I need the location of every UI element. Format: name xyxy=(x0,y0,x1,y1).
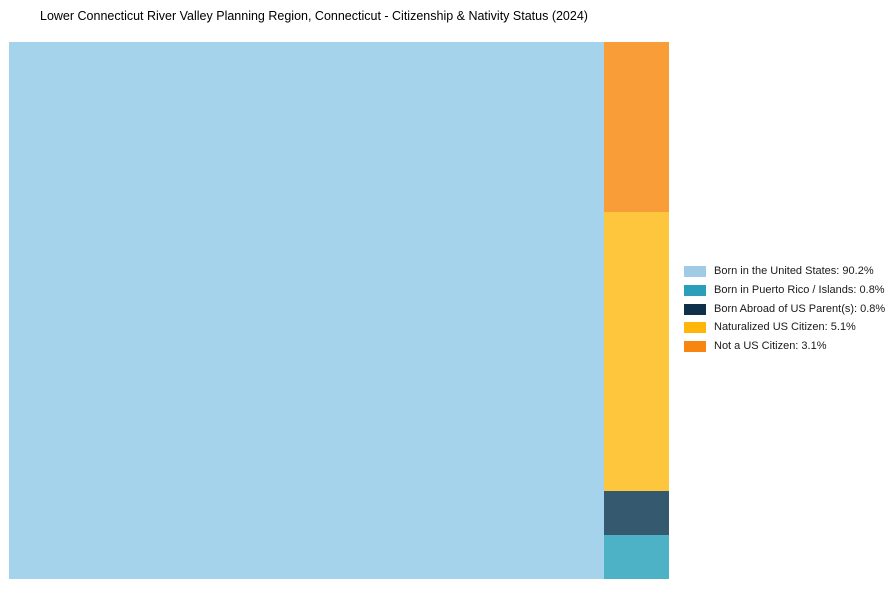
legend-swatch-born-in-puerto-rico-islands xyxy=(684,284,706,296)
legend-label-naturalized-us-citizen: Naturalized US Citizen: 5.1% xyxy=(714,321,856,334)
legend-label-born-abroad-of-us-parents: Born Abroad of US Parent(s): 0.8% xyxy=(714,302,886,315)
legend-label-not-a-us-citizen: Not a US Citizen: 3.1% xyxy=(714,340,827,353)
legend-item-not-a-us-citizen: Not a US Citizen: 3.1% xyxy=(684,339,885,354)
legend-swatch-born-abroad-of-us-parents xyxy=(684,303,706,315)
legend-label-born-in-puerto-rico-islands: Born in Puerto Rico / Islands: 0.8% xyxy=(714,283,885,296)
legend-swatch-naturalized-us-citizen xyxy=(684,322,706,334)
legend-swatch-born-in-the-united-states xyxy=(684,266,706,277)
legend-label-born-in-the-united-states: Born in the United States: 90.2% xyxy=(714,265,874,277)
treemap-right-column xyxy=(604,42,669,579)
treemap-segment-naturalized-us-citizen xyxy=(604,211,669,492)
treemap-segment-born-abroad-of-us-parents xyxy=(604,491,669,536)
legend-item-born-in-puerto-rico-islands: Born in Puerto Rico / Islands: 0.8% xyxy=(684,283,885,298)
legend-item-born-in-the-united-states: Born in the United States: 90.2% xyxy=(684,264,885,279)
legend-item-born-abroad-of-us-parents: Born Abroad of US Parent(s): 0.8% xyxy=(684,302,885,317)
legend-item-naturalized-us-citizen: Naturalized US Citizen: 5.1% xyxy=(684,320,885,335)
treemap-plot xyxy=(9,42,669,579)
legend: Born in the United States: 90.2% Born in … xyxy=(684,264,885,358)
legend-swatch-not-a-us-citizen xyxy=(684,341,706,353)
treemap-segment-born-in-the-united-states xyxy=(9,42,605,579)
chart-title: Lower Connecticut River Valley Planning … xyxy=(40,9,588,23)
treemap-segment-not-a-us-citizen xyxy=(604,42,669,212)
treemap-segment-born-in-puerto-rico-islands xyxy=(604,535,669,579)
